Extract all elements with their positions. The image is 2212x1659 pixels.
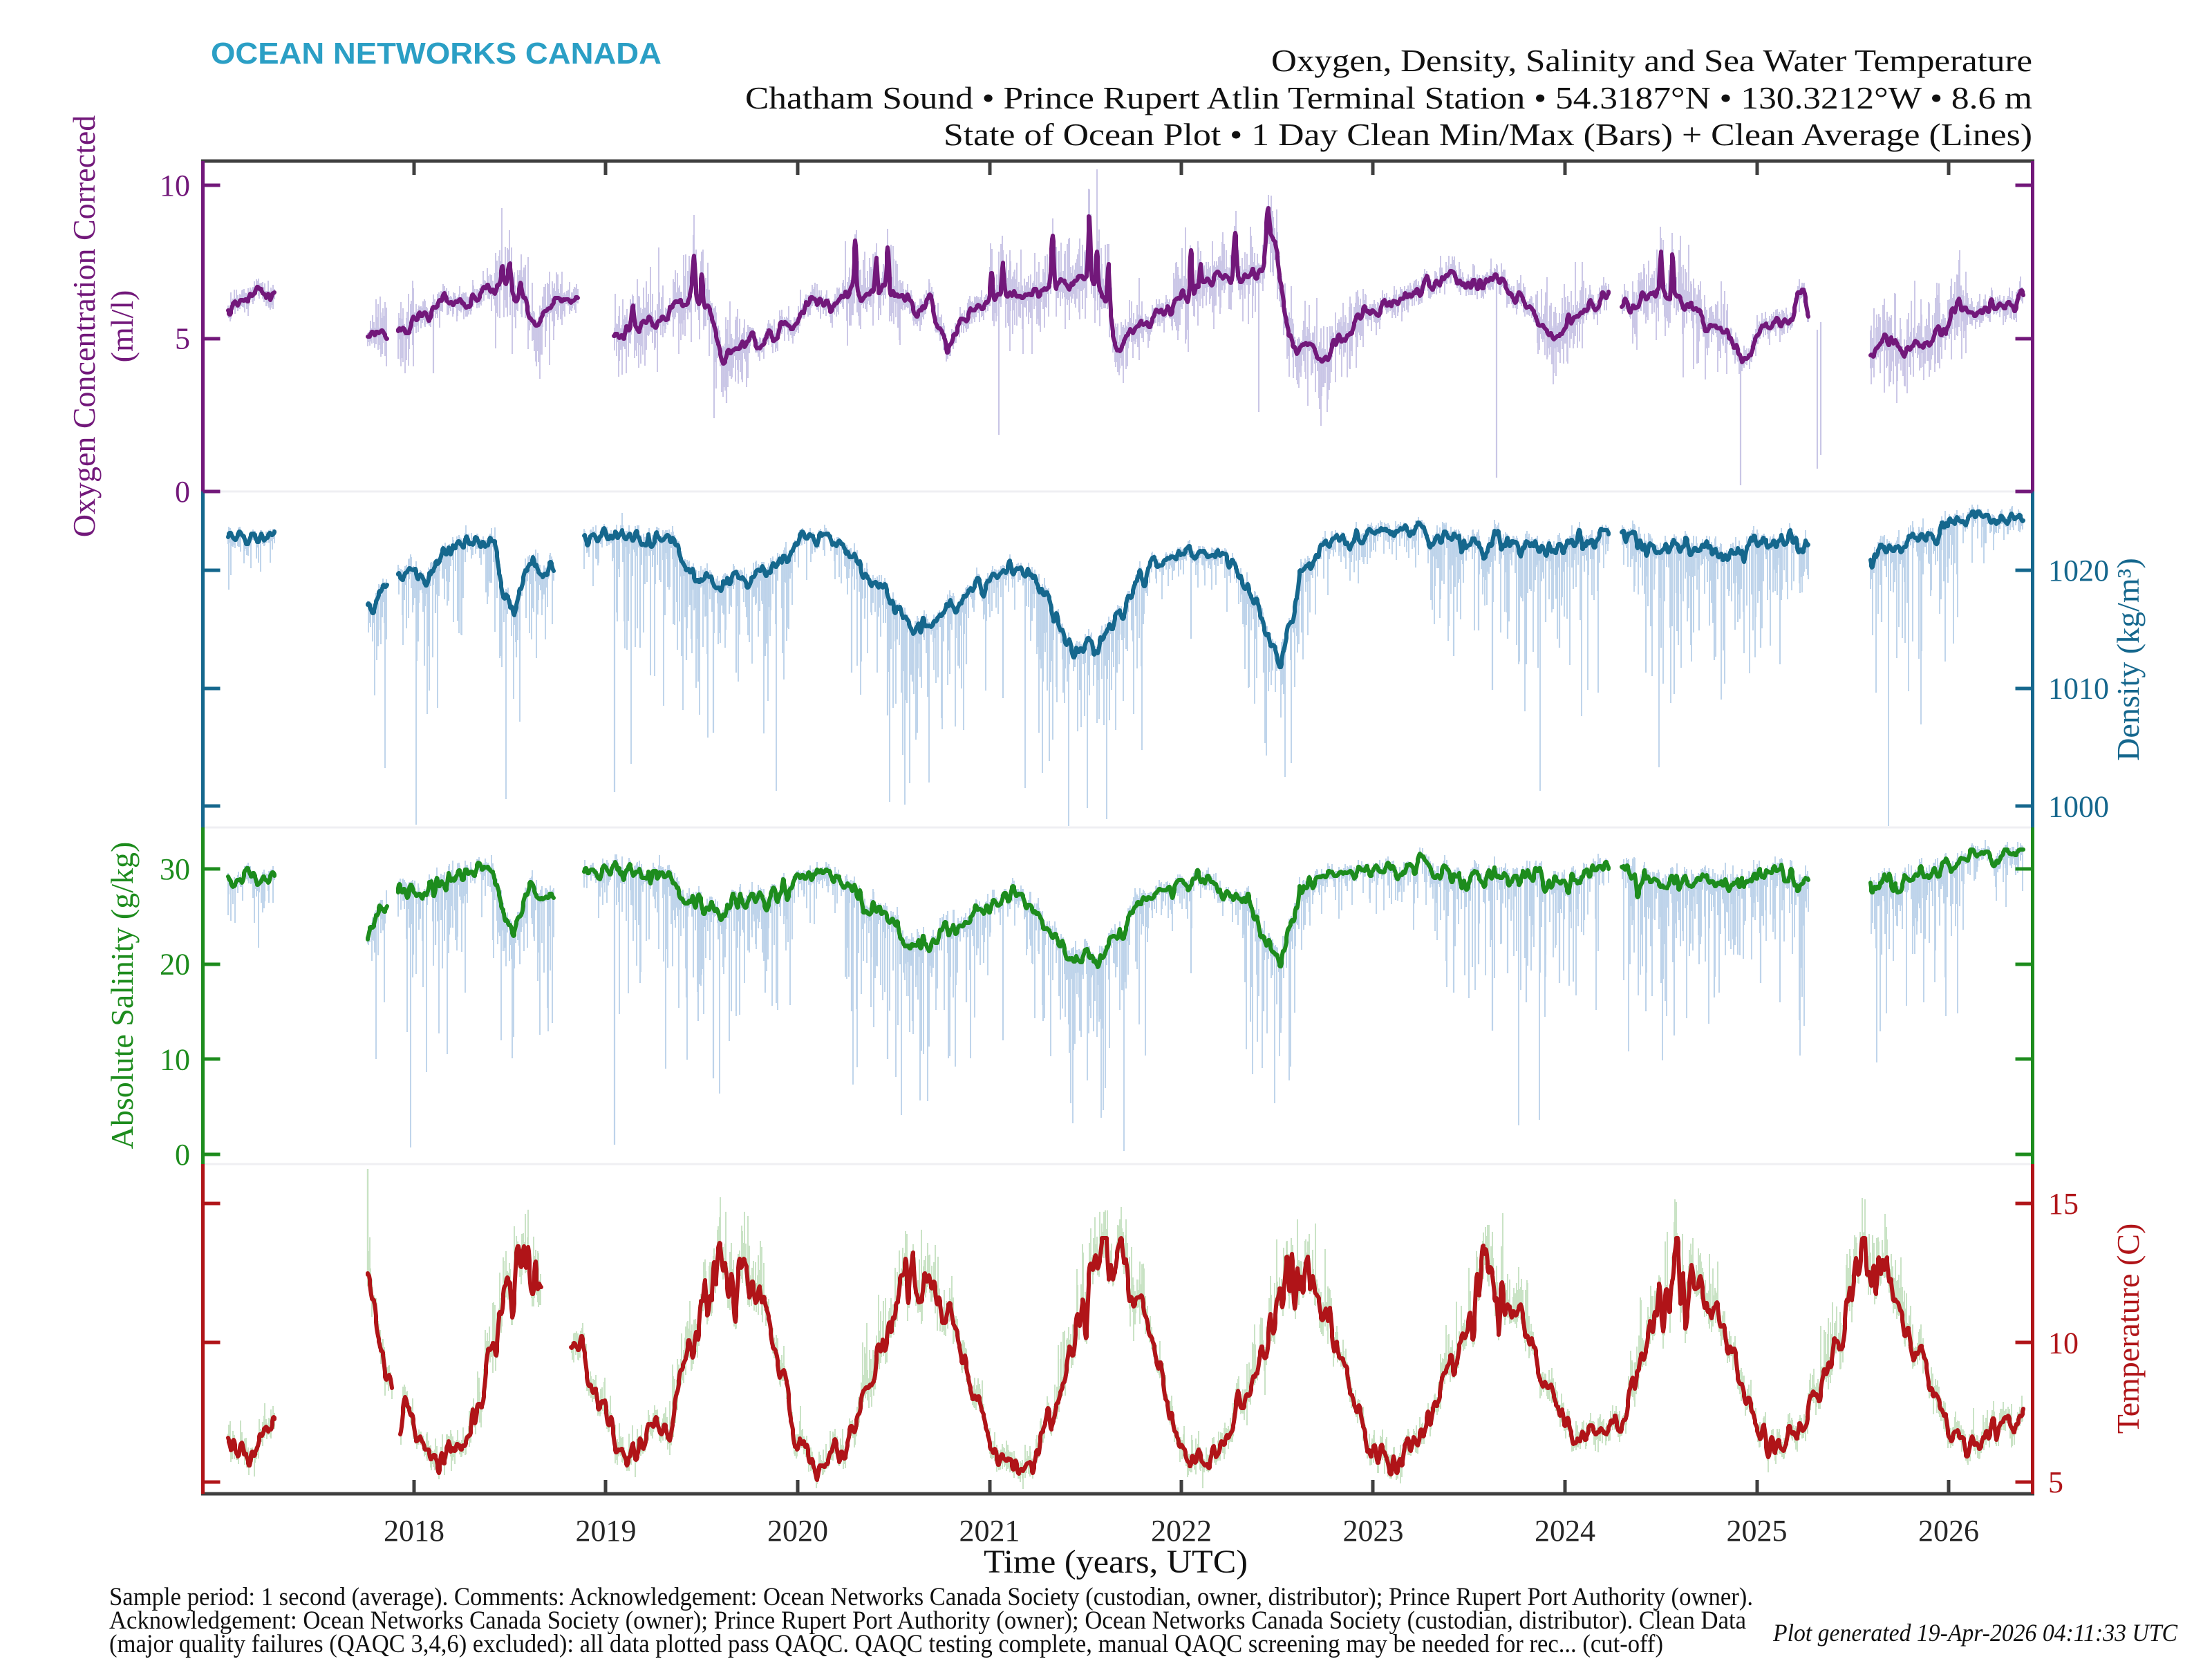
svg-text:2023: 2023 [1343, 1514, 1404, 1548]
svg-text:1010: 1010 [2048, 672, 2109, 706]
svg-text:State of Ocean Plot • 1 Day Cl: State of Ocean Plot • 1 Day Clean Min/Ma… [944, 117, 2032, 152]
svg-text:Plot generated 19-Apr-2026 04:: Plot generated 19-Apr-2026 04:11:33 UTC [1772, 1619, 2178, 1647]
svg-text:Oxygen Concentration Corrected: Oxygen Concentration Corrected [66, 115, 102, 538]
svg-text:2025: 2025 [1727, 1514, 1788, 1548]
svg-text:(ml/l): (ml/l) [104, 290, 140, 363]
svg-text:Acknowledgement: Ocean Network: Acknowledgement: Ocean Networks Canada S… [109, 1606, 1746, 1635]
svg-text:30: 30 [160, 852, 190, 886]
svg-text:10: 10 [2048, 1327, 2079, 1360]
svg-text:2026: 2026 [1918, 1514, 1979, 1548]
svg-text:Time (years, UTC): Time (years, UTC) [984, 1544, 1248, 1580]
svg-text:Oxygen, Density, Salinity and: Oxygen, Density, Salinity and Sea Water … [1271, 43, 2032, 78]
svg-text:(major quality failures (QAQC: (major quality failures (QAQC 3,4,6) exc… [109, 1630, 1663, 1658]
svg-text:20: 20 [160, 948, 190, 982]
svg-text:5: 5 [175, 322, 190, 356]
svg-text:Density (kg/m³): Density (kg/m³) [2110, 558, 2146, 761]
svg-text:Absolute Salinity (g/kg): Absolute Salinity (g/kg) [104, 842, 140, 1150]
svg-text:10: 10 [160, 169, 190, 203]
svg-text:2022: 2022 [1151, 1514, 1212, 1548]
svg-text:15: 15 [2048, 1187, 2079, 1221]
svg-text:2019: 2019 [576, 1514, 637, 1548]
svg-text:2018: 2018 [384, 1514, 444, 1548]
svg-text:1020: 1020 [2048, 554, 2109, 588]
svg-text:2020: 2020 [767, 1514, 828, 1548]
svg-text:2021: 2021 [959, 1514, 1020, 1548]
svg-text:0: 0 [175, 1138, 190, 1172]
svg-text:10: 10 [160, 1042, 190, 1076]
svg-text:5: 5 [2048, 1465, 2063, 1499]
svg-text:0: 0 [175, 475, 190, 509]
svg-text:1000: 1000 [2048, 790, 2109, 824]
svg-text:Sample period: 1 second (avera: Sample period: 1 second (average). Comme… [109, 1583, 1753, 1611]
svg-text:OCEAN NETWORKS CANADA: OCEAN NETWORKS CANADA [211, 37, 662, 71]
svg-text:Chatham Sound • Prince Rupert: Chatham Sound • Prince Rupert Atlin Term… [745, 80, 2032, 115]
svg-text:Temperature (C): Temperature (C) [2110, 1224, 2146, 1434]
svg-text:2024: 2024 [1535, 1514, 1595, 1548]
